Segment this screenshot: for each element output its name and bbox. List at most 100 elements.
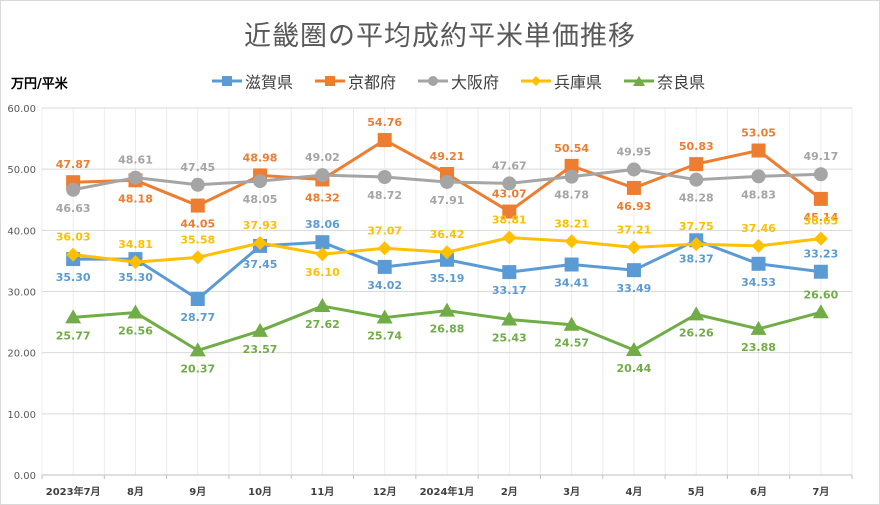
data-point-marker (376, 309, 393, 324)
data-label: 34.41 (554, 277, 589, 290)
x-tick-label: 9月 (189, 486, 206, 498)
data-point-marker (440, 252, 454, 267)
legend-label: 滋賀県 (245, 73, 294, 92)
data-label: 35.19 (430, 272, 465, 285)
legend-triangle-marker-icon (624, 76, 655, 86)
data-point-marker (564, 234, 579, 249)
data-label: 23.57 (243, 343, 278, 356)
data-point-marker (315, 168, 330, 183)
data-label: 34.02 (367, 279, 402, 292)
legend-square-marker-icon (315, 76, 346, 86)
data-point-marker (66, 247, 81, 262)
y-tick-label: 50.00 (7, 165, 36, 176)
data-point-marker (563, 316, 580, 331)
data-label: 25.74 (367, 330, 402, 343)
y-tick-label: 20.00 (7, 349, 36, 360)
legend-label: 兵庫県 (554, 73, 603, 92)
data-point-marker (813, 167, 828, 182)
data-point-marker (813, 264, 828, 279)
data-point-marker (626, 240, 641, 255)
data-label: 26.26 (679, 326, 714, 339)
data-label: 50.54 (554, 142, 589, 155)
data-label: 53.05 (741, 127, 776, 140)
legend-circle-marker-icon (418, 76, 449, 86)
x-tick-label: 2月 (501, 486, 518, 498)
y-tick-label: 0.00 (14, 471, 36, 482)
data-label: 38.81 (492, 214, 527, 227)
data-label: 48.61 (118, 154, 153, 167)
data-label: 35.58 (180, 233, 215, 246)
data-point-marker (812, 304, 829, 319)
data-point-marker (688, 306, 705, 321)
data-label: 48.72 (367, 189, 402, 202)
data-point-marker (750, 320, 767, 335)
data-point-marker (253, 174, 268, 189)
data-label: 26.60 (803, 288, 838, 301)
data-label: 48.98 (243, 151, 278, 164)
legend-item-nara[interactable]: 奈良県 (624, 69, 705, 93)
y-tick-label: 10.00 (7, 410, 36, 421)
data-point-marker (315, 235, 330, 250)
data-label: 35.30 (56, 271, 91, 284)
x-tick-label: 4月 (625, 486, 642, 498)
data-point-marker (751, 169, 766, 184)
data-point-marker (751, 238, 766, 253)
legend-item-shiga[interactable]: 滋賀県 (212, 69, 293, 93)
data-label: 36.03 (56, 231, 91, 244)
legend-item-osaka[interactable]: 大阪府 (418, 69, 499, 93)
data-point-marker (190, 250, 205, 265)
data-label: 38.21 (554, 217, 589, 230)
y-tick-label: 30.00 (7, 288, 36, 299)
x-tick-label: 2024年1月 (420, 485, 475, 498)
data-point-marker (377, 259, 392, 274)
y-tick-label: 40.00 (7, 226, 36, 237)
data-point-marker (502, 176, 517, 191)
data-label: 46.63 (56, 202, 91, 215)
data-label: 25.77 (56, 329, 91, 342)
data-label: 44.05 (180, 218, 215, 231)
data-label: 34.53 (741, 276, 776, 289)
data-point-marker (502, 204, 517, 219)
data-label: 28.77 (180, 311, 215, 324)
data-label: 37.93 (243, 219, 278, 232)
data-point-marker (66, 182, 81, 197)
data-point-marker (502, 230, 517, 245)
x-tick-label: 5月 (688, 486, 705, 498)
legend-item-kyoto[interactable]: 京都府 (315, 69, 396, 93)
data-point-marker (564, 158, 579, 173)
data-point-marker (190, 177, 205, 192)
data-label: 37.75 (679, 220, 714, 233)
data-label: 48.18 (118, 192, 153, 205)
legend: 滋賀県 京都府 大阪府 兵庫県 奈良県 (212, 69, 705, 93)
data-point-marker (377, 169, 392, 184)
data-point-marker (440, 174, 454, 189)
data-point-marker (564, 257, 579, 272)
data-label: 35.30 (118, 271, 153, 284)
data-label: 48.83 (741, 188, 776, 201)
data-point-marker (314, 298, 331, 313)
data-label: 48.05 (243, 193, 278, 206)
data-point-marker (440, 245, 454, 260)
data-point-marker (252, 322, 269, 337)
legend-item-hyogo[interactable]: 兵庫県 (521, 69, 602, 93)
data-label: 47.91 (430, 194, 465, 207)
data-point-marker (689, 157, 704, 172)
data-point-marker (813, 191, 828, 206)
data-label: 47.45 (180, 161, 215, 174)
data-label: 33.23 (803, 248, 838, 261)
data-point-marker (315, 247, 330, 262)
data-label: 49.02 (305, 151, 340, 164)
data-label: 37.45 (243, 258, 278, 271)
data-label: 38.65 (803, 215, 838, 228)
data-label: 25.43 (492, 331, 527, 344)
x-tick-label: 10月 (248, 486, 272, 498)
legend-label: 京都府 (348, 73, 397, 92)
data-label: 36.10 (305, 266, 340, 279)
chart-title: 近畿圏の平均成約平米単価推移 (244, 21, 636, 52)
data-label: 47.87 (56, 158, 91, 171)
data-point-marker (253, 235, 268, 250)
data-label: 38.06 (305, 218, 340, 231)
legend-label: 大阪府 (451, 73, 500, 92)
data-point-marker (127, 304, 144, 319)
x-tick-label: 2023年7月 (46, 485, 101, 498)
